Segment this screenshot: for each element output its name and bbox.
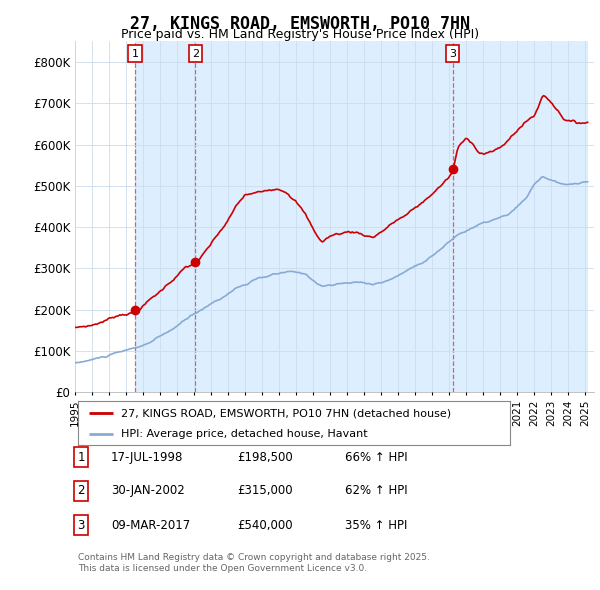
Text: This data is licensed under the Open Government Licence v3.0.: This data is licensed under the Open Gov… [78,565,367,573]
Text: 1: 1 [132,49,139,58]
Text: 35% ↑ HPI: 35% ↑ HPI [345,519,407,532]
Text: Contains HM Land Registry data © Crown copyright and database right 2025.: Contains HM Land Registry data © Crown c… [78,553,430,562]
Text: 1: 1 [77,451,85,464]
Text: 3: 3 [77,519,85,532]
Text: 17-JUL-1998: 17-JUL-1998 [111,451,184,464]
Text: £540,000: £540,000 [237,519,293,532]
Text: HPI: Average price, detached house, Havant: HPI: Average price, detached house, Hava… [121,428,368,438]
Text: 09-MAR-2017: 09-MAR-2017 [111,519,190,532]
Text: 27, KINGS ROAD, EMSWORTH, PO10 7HN: 27, KINGS ROAD, EMSWORTH, PO10 7HN [130,15,470,33]
Text: £315,000: £315,000 [237,484,293,497]
Text: 2: 2 [192,49,199,58]
Bar [135,41,196,392]
Text: Price paid vs. HM Land Registry's House Price Index (HPI): Price paid vs. HM Land Registry's House … [121,28,479,41]
Bar [196,41,452,392]
Text: 30-JAN-2002: 30-JAN-2002 [111,484,185,497]
Text: 62% ↑ HPI: 62% ↑ HPI [345,484,407,497]
Text: £198,500: £198,500 [237,451,293,464]
Text: 27, KINGS ROAD, EMSWORTH, PO10 7HN (detached house): 27, KINGS ROAD, EMSWORTH, PO10 7HN (deta… [121,408,451,418]
Text: 2: 2 [77,484,85,497]
Text: 66% ↑ HPI: 66% ↑ HPI [345,451,407,464]
Text: 3: 3 [449,49,456,58]
Bar [452,41,589,392]
